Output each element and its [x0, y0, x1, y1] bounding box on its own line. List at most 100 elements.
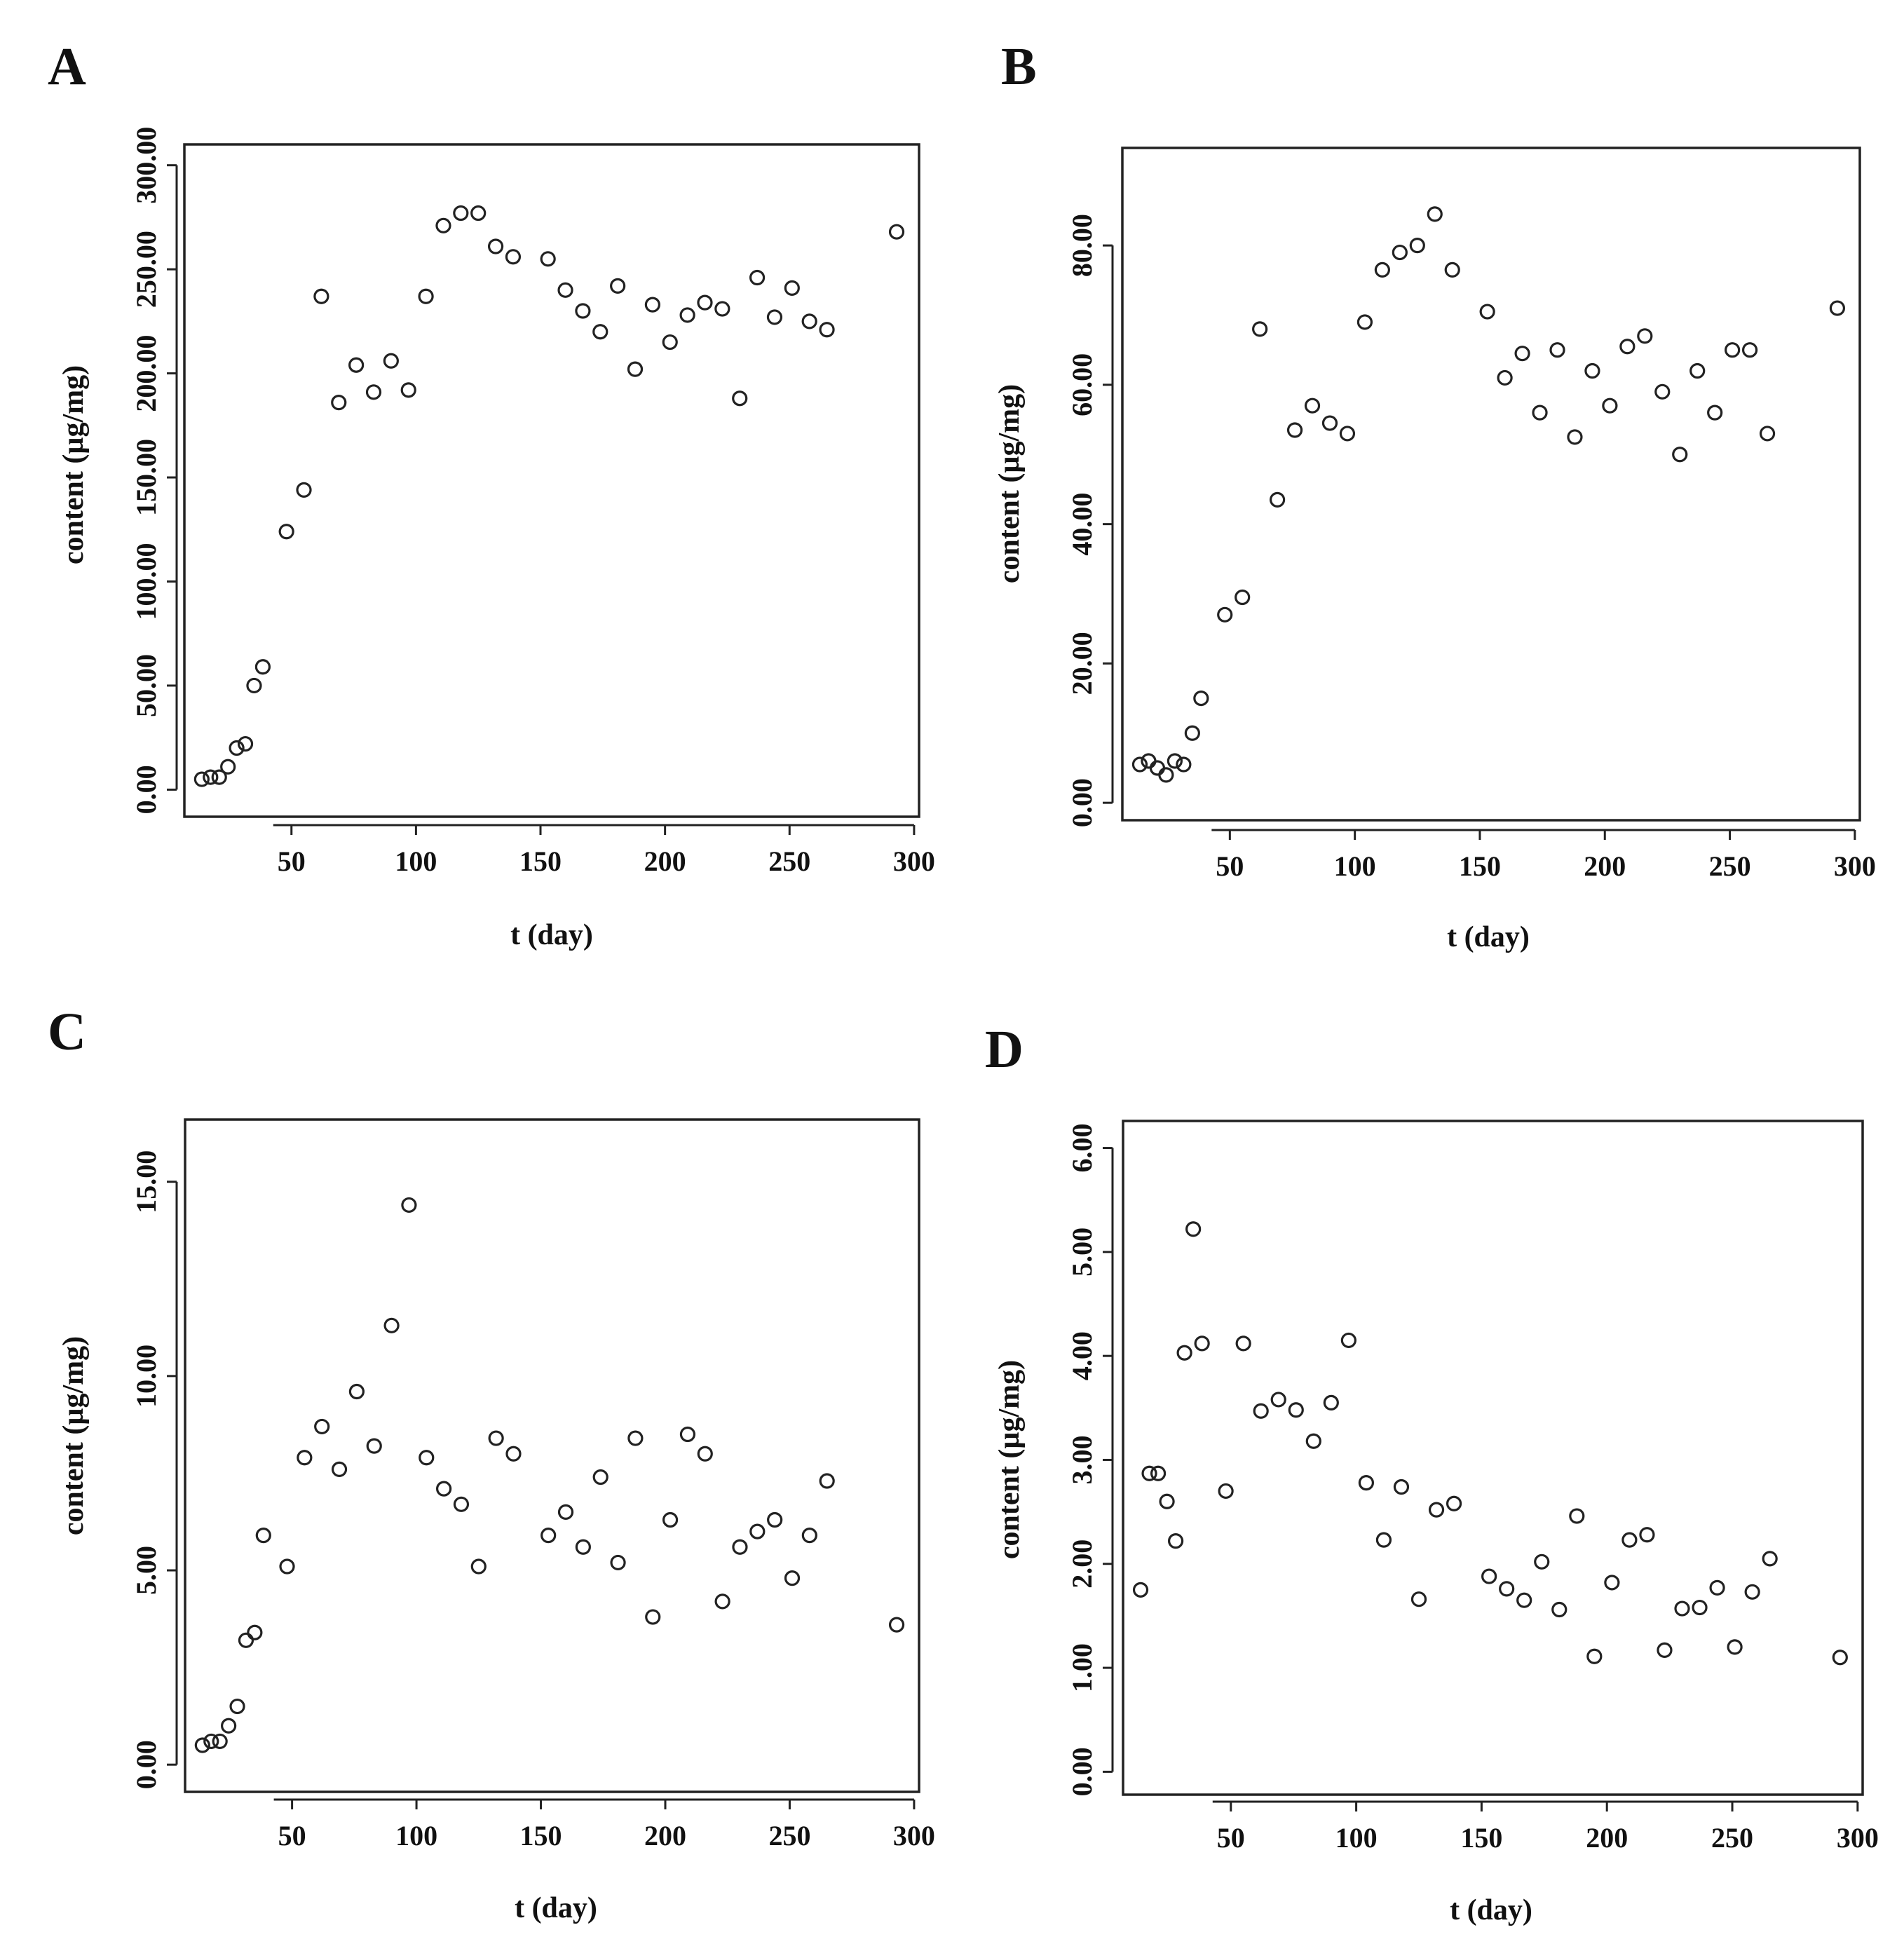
- panel-a-data-point: [435, 217, 451, 233]
- panel-d-data-point: [1709, 1579, 1725, 1596]
- panel-d-data-point: [1235, 1335, 1251, 1352]
- panel-b-axes: 50 100 150 200 250 300 0.00 20.00 40.00 60.00 80.0…: [1066, 147, 1876, 882]
- panel-a-data-point: [487, 238, 504, 254]
- panel-a-y-tick-label: 100.00: [130, 543, 162, 620]
- panel-b-x-tick-label: 300: [1834, 850, 1876, 882]
- panel-b-data-point: [1339, 426, 1356, 442]
- panel-d-data-point: [1176, 1345, 1192, 1361]
- panel-b-data-point: [1829, 300, 1846, 316]
- panel-a-data-point: [313, 288, 329, 304]
- panel-a-data-point: [193, 771, 210, 787]
- panel-a-data-point: [888, 224, 905, 240]
- panel-b-x-tick-label: 100: [1334, 850, 1376, 882]
- panel-c-data-point: [229, 1698, 245, 1715]
- panel-c-data-point: [488, 1430, 504, 1446]
- panel-d-data-point: [1194, 1335, 1210, 1352]
- panel-a-y-tick-label: 250.00: [130, 231, 162, 308]
- panel-d-data-point: [1446, 1495, 1462, 1511]
- panel-d-points: [1132, 1221, 1848, 1666]
- panel-c-data-point: [279, 1558, 295, 1575]
- panel-b-data-point: [1725, 342, 1741, 358]
- panel-d-x-tick-label: 100: [1335, 1822, 1378, 1854]
- panel-d-axes: 50 100 150 200 250 300 0.00 1.00 2.00 3.00 4.00 5.0…: [1066, 1120, 1879, 1854]
- panel-b-y-tick-label: 60.00: [1066, 353, 1098, 416]
- panel-b-y-axis-label: content (µg/mg): [993, 384, 1026, 583]
- panel-b-data-point: [1235, 589, 1251, 606]
- panel-c-data-point: [697, 1446, 713, 1462]
- panel-d-data-point: [1481, 1568, 1497, 1584]
- panel-c-x-tick-label: 250: [768, 1820, 810, 1851]
- panel-d-x-tick-label: 300: [1837, 1822, 1879, 1854]
- panel-b-data-point: [1427, 206, 1443, 222]
- panel-d-data-point: [1150, 1465, 1167, 1481]
- panel-a-data-point: [766, 309, 783, 325]
- panel-a-data-point: [732, 390, 748, 407]
- panel-b-y-tick-label: 20.00: [1066, 632, 1098, 695]
- panel-b-data-point: [1184, 725, 1200, 741]
- panel-d-data-point: [1132, 1582, 1149, 1598]
- panel-b-data-point: [1532, 404, 1548, 421]
- panel-c-points: [194, 1197, 905, 1753]
- panel-d-data-point: [1141, 1465, 1157, 1481]
- panel-b-data-point: [1409, 238, 1425, 254]
- panel-a-data-point: [505, 249, 522, 265]
- panel-a-y-tick-label: 0.00: [130, 765, 162, 814]
- panel-a-data-point: [662, 334, 678, 351]
- panel-b-data-point: [1286, 422, 1303, 438]
- panel-c-y-tick-label: 0.00: [130, 1740, 162, 1789]
- panel-b-data-point: [1304, 397, 1321, 414]
- panel-d-data-point: [1168, 1533, 1184, 1549]
- panel-c-data-point: [221, 1718, 237, 1734]
- panel-letter-b: B: [1001, 37, 1037, 96]
- panel-a-data-point: [220, 759, 236, 775]
- panel-a-data-point: [254, 659, 271, 675]
- panel-d-data-point: [1428, 1502, 1445, 1518]
- panel-d-data-point: [1410, 1591, 1427, 1607]
- panel-b-x-tick-label: 250: [1709, 850, 1751, 882]
- panel-c-x-tick-label: 300: [893, 1820, 935, 1851]
- panel-d-data-point: [1604, 1575, 1620, 1591]
- panel-d-y-tick-label: 0.00: [1066, 1747, 1098, 1796]
- panel-c-data-point: [366, 1438, 382, 1454]
- panel-d-data-point: [1674, 1600, 1690, 1617]
- panel-a-x-tick-label: 250: [768, 845, 810, 877]
- panel-letter-c: C: [48, 1002, 86, 1061]
- panel-d-data-point: [1270, 1392, 1286, 1408]
- panel-c-data-point: [714, 1593, 730, 1610]
- panel-d-data-point: [1358, 1474, 1374, 1491]
- panel-c-x-tick-label: 50: [278, 1820, 306, 1851]
- panel-b-data-point: [1654, 383, 1671, 400]
- panel-d-data-point: [1551, 1601, 1568, 1618]
- panel-d-data-point: [1639, 1527, 1655, 1543]
- panel-a-data-point: [348, 357, 365, 373]
- panel-b-data-point: [1479, 304, 1495, 320]
- panel-b-data-point: [1356, 314, 1373, 330]
- panel-d-data-point: [1832, 1650, 1848, 1666]
- panel-c-data-point: [203, 1733, 219, 1750]
- panel-a-data-point: [296, 482, 312, 498]
- panel-a-data-point: [592, 324, 608, 340]
- panel-d-x-axis-label: t (day): [1450, 1894, 1532, 1926]
- panel-b-data-point: [1167, 753, 1183, 769]
- panel-d-data-point: [1393, 1478, 1410, 1495]
- panel-b-data-point: [1392, 244, 1408, 261]
- panel-d-data-point: [1340, 1332, 1356, 1349]
- panel-d-data-point: [1534, 1554, 1550, 1570]
- panel-b-data-point: [1176, 756, 1192, 773]
- panel-a-data-point: [237, 735, 254, 752]
- panel-b-data-point: [1672, 447, 1688, 463]
- panel-a-data-point: [575, 303, 591, 319]
- panel-b-data-point: [1759, 426, 1776, 442]
- panel-a-data-point: [229, 740, 245, 756]
- panel-b-y-tick-label: 80.00: [1066, 214, 1098, 277]
- panel-b-data-point: [1158, 767, 1174, 783]
- panel-c-data-point: [627, 1430, 644, 1446]
- panel-d-data-point: [1569, 1508, 1585, 1524]
- panel-d-data-point: [1727, 1639, 1743, 1655]
- panel-c-data-point: [662, 1511, 679, 1528]
- panel-a-data-point: [365, 384, 382, 400]
- panel-c-data-point: [212, 1733, 228, 1750]
- panel-d-data-point: [1499, 1581, 1515, 1597]
- panel-c-y-tick-label: 5.00: [130, 1546, 162, 1595]
